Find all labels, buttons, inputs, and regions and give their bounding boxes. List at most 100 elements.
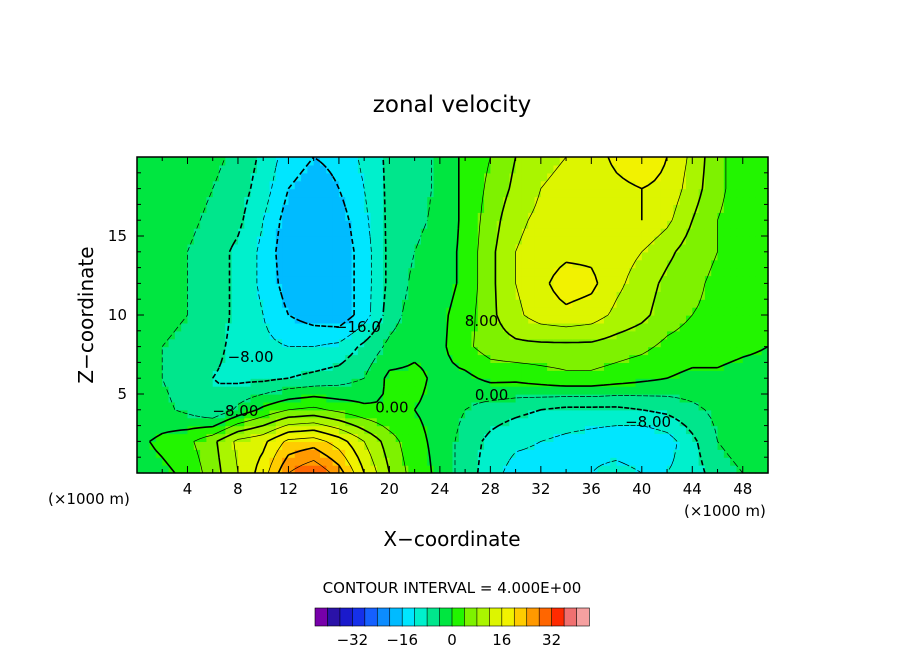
field-cell (648, 441, 656, 450)
field-cell (294, 180, 302, 190)
field-cell (641, 299, 649, 308)
field-cell (193, 283, 201, 292)
field-cell (717, 330, 725, 340)
field-cell (528, 441, 536, 450)
field-cell (137, 409, 144, 419)
field-cell (263, 386, 271, 395)
field-cell (364, 251, 372, 261)
field-cell (723, 236, 731, 245)
field-cell (446, 251, 454, 261)
field-cell (559, 354, 567, 363)
field-cell (635, 338, 643, 348)
field-cell (685, 243, 693, 253)
field-cell (629, 259, 637, 269)
field-cell (174, 196, 182, 205)
field-cell (402, 441, 409, 450)
field-cell (730, 275, 738, 284)
field-cell (376, 291, 384, 300)
field-cell (275, 330, 283, 340)
field-cell (168, 157, 176, 166)
field-cell (502, 212, 510, 221)
field-cell (181, 283, 189, 292)
field-cell (755, 188, 763, 198)
field-cell (641, 449, 649, 458)
field-cell (528, 322, 536, 332)
field-cell (307, 212, 315, 221)
field-cell (427, 204, 435, 213)
field-cell (597, 330, 605, 340)
field-cell (717, 283, 725, 292)
field-cell (143, 441, 151, 450)
field-cell (427, 164, 435, 174)
field-cell (667, 212, 674, 221)
field-cell (206, 291, 214, 300)
field-cell (761, 236, 769, 245)
field-cell (616, 236, 624, 245)
field-cell (370, 275, 378, 284)
field-cell (622, 394, 630, 403)
field-cell (521, 196, 529, 205)
field-cell (225, 417, 233, 427)
field-cell (534, 346, 542, 356)
field-cell (269, 386, 277, 395)
field-cell (250, 425, 258, 435)
field-cell (307, 409, 315, 419)
field-cell (389, 346, 397, 356)
field-cell (193, 370, 201, 379)
field-cell (736, 362, 744, 371)
field-cell (326, 465, 334, 474)
field-cell (351, 370, 359, 379)
field-cell (641, 386, 649, 395)
field-cell (761, 315, 769, 324)
field-cell (736, 180, 744, 190)
field-cell (313, 465, 321, 474)
field-cell (692, 236, 700, 245)
field-cell (717, 259, 725, 269)
field-cell (730, 204, 738, 213)
field-cell (591, 425, 599, 435)
field-cell (547, 346, 555, 356)
field-cell (174, 283, 182, 292)
field-cell (319, 164, 327, 174)
field-cell (502, 259, 510, 269)
field-cell (679, 212, 687, 221)
field-cell (566, 409, 573, 419)
field-cell (477, 378, 485, 387)
field-cell (193, 188, 201, 198)
field-cell (219, 346, 226, 356)
field-cell (269, 172, 277, 182)
field-cell (572, 441, 580, 450)
field-cell (155, 251, 163, 261)
field-cell (338, 220, 346, 229)
field-cell (742, 346, 750, 356)
field-cell (654, 275, 662, 284)
field-cell (654, 322, 662, 332)
field-cell (137, 251, 144, 261)
field-cell (667, 204, 674, 213)
field-cell (540, 204, 548, 213)
field-cell (389, 449, 397, 458)
field-cell (704, 449, 712, 458)
field-cell (465, 220, 473, 229)
field-cell (736, 386, 744, 395)
field-cell (742, 196, 750, 205)
field-cell (622, 259, 630, 269)
field-cell (319, 251, 327, 261)
field-cell (591, 299, 599, 308)
field-cell (357, 236, 365, 245)
field-cell (572, 283, 580, 292)
field-cell (711, 433, 719, 442)
field-cell (559, 251, 567, 261)
field-cell (622, 188, 630, 198)
field-cell (143, 228, 151, 237)
field-cell (458, 180, 466, 190)
colorbar-swatch (501, 607, 515, 627)
field-cell (711, 417, 719, 427)
field-cell (389, 457, 397, 466)
field-cell (736, 204, 744, 213)
field-cell (263, 394, 271, 403)
field-cell (181, 370, 189, 379)
field-cell (547, 299, 555, 308)
field-cell (597, 236, 605, 245)
field-cell (692, 449, 700, 458)
